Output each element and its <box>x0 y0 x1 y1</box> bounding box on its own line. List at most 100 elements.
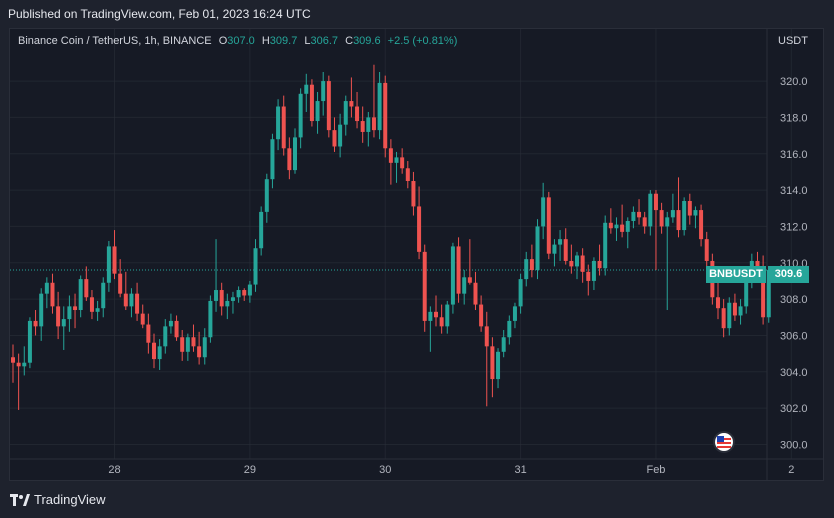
candle <box>163 319 168 354</box>
footer-brand[interactable]: TradingView <box>10 492 106 507</box>
candle <box>84 266 89 301</box>
candle <box>185 333 190 361</box>
published-caption: Published on TradingView.com, Feb 01, 20… <box>8 7 311 21</box>
candle <box>665 211 670 311</box>
candle <box>214 239 219 312</box>
candle-body <box>84 279 89 298</box>
candle-body <box>338 124 343 147</box>
candle <box>355 91 360 129</box>
candle-body <box>383 82 388 149</box>
candle-body <box>219 290 224 307</box>
candle <box>732 293 737 321</box>
candle-body <box>445 304 450 327</box>
candle-body <box>518 279 523 307</box>
low-label: L <box>304 35 311 47</box>
candle-body <box>112 246 117 274</box>
candle-body <box>39 293 44 327</box>
tradingview-logo-icon <box>10 493 30 506</box>
candle <box>383 75 388 158</box>
candle-body <box>61 319 66 327</box>
candle-body <box>230 297 235 301</box>
candle-body <box>281 106 286 149</box>
candle-body <box>434 311 438 318</box>
candle <box>332 117 337 152</box>
candle-body <box>89 297 94 312</box>
price-tick-label: 314.0 <box>780 185 808 197</box>
candle <box>11 344 15 383</box>
candle-body <box>676 210 681 231</box>
candle <box>631 206 636 229</box>
candle <box>191 324 196 352</box>
candle-body <box>11 357 15 363</box>
candle-body <box>631 211 636 221</box>
candle-body <box>653 193 658 211</box>
candle <box>129 288 134 318</box>
candle-body <box>22 362 27 367</box>
candle <box>304 73 309 112</box>
candle-body <box>400 157 405 169</box>
candle <box>174 315 179 341</box>
candle <box>16 353 21 410</box>
candle <box>106 240 111 292</box>
candle-body <box>349 101 354 107</box>
candle-body <box>665 217 670 227</box>
event-flag-icon[interactable] <box>713 431 735 453</box>
candle-body <box>247 284 252 296</box>
candle <box>230 291 235 314</box>
candle <box>552 239 557 267</box>
price-tick-label: 308.0 <box>780 294 808 306</box>
candle <box>456 237 461 303</box>
time-tick-label: 28 <box>108 464 120 476</box>
candle <box>349 77 354 118</box>
candle <box>219 282 224 316</box>
candle <box>202 328 207 365</box>
candle-body <box>214 290 219 301</box>
candle-body <box>377 82 382 131</box>
candle-body <box>670 210 675 218</box>
candle-body <box>732 302 737 316</box>
candle <box>95 300 100 321</box>
candle-body <box>411 181 416 207</box>
candle-body <box>462 277 467 294</box>
candle-body <box>575 255 579 267</box>
candle <box>716 282 720 320</box>
candle-body <box>236 290 241 298</box>
candle-body <box>168 320 173 327</box>
candle-body <box>620 224 625 232</box>
candle-body <box>490 346 495 380</box>
candle-body <box>321 81 326 102</box>
candle-body <box>332 130 337 147</box>
candle-body <box>293 137 297 171</box>
candle <box>445 300 450 334</box>
candle-body <box>648 193 653 227</box>
candle <box>27 317 32 369</box>
grid-lines <box>10 29 823 480</box>
candle <box>293 128 297 174</box>
candle-body <box>366 117 371 132</box>
candle <box>270 133 275 189</box>
last-price-label: 309.6 <box>768 266 809 283</box>
candle <box>259 206 264 256</box>
candle-body <box>360 121 365 132</box>
candle <box>44 277 49 309</box>
candle <box>591 257 596 291</box>
candle-body <box>693 210 698 216</box>
chart-pane[interactable] <box>9 28 824 481</box>
candle <box>659 202 664 234</box>
candle <box>343 95 348 136</box>
candle <box>197 331 202 365</box>
candle <box>687 193 692 225</box>
candles <box>11 64 771 410</box>
candle <box>501 329 506 358</box>
candle <box>546 191 551 260</box>
candle-body <box>512 306 517 321</box>
candle <box>101 277 106 318</box>
candle-body <box>467 277 472 283</box>
candle-body <box>123 293 128 307</box>
candle <box>603 215 608 276</box>
price-tick-label: 316.0 <box>780 149 808 161</box>
candle <box>377 71 382 140</box>
candle <box>39 288 44 341</box>
candle-body <box>191 337 196 347</box>
